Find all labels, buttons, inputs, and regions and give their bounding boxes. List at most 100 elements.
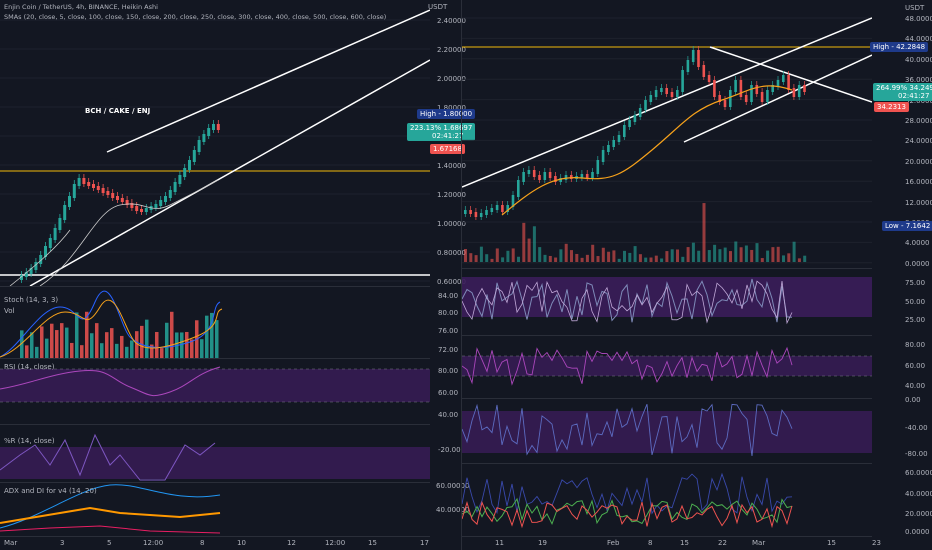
left-adx-pane[interactable]: ADX and DI for v4 (14, 20) xyxy=(0,483,430,536)
volume-bar xyxy=(686,247,690,262)
left-pane-separator-4[interactable] xyxy=(0,482,430,483)
candle-body xyxy=(140,209,143,212)
left-pane-separator-2[interactable] xyxy=(0,358,430,359)
left-pane-separator-1[interactable] xyxy=(0,286,430,287)
candle-body xyxy=(469,210,472,214)
left-indicator-title[interactable]: SMAs (20, close, 5, close, 100, close, 1… xyxy=(4,13,387,21)
candle-body xyxy=(601,150,605,162)
volume-bar xyxy=(532,226,536,262)
rsi-label[interactable]: RSI (14, close) xyxy=(4,363,55,371)
volume-bar xyxy=(803,255,807,262)
right-wr-pane[interactable] xyxy=(462,399,872,463)
volume-bar xyxy=(760,258,764,262)
volume-bar xyxy=(210,312,214,358)
volume-bar xyxy=(681,256,685,262)
right-adx-tick-2: 20.0000 xyxy=(905,510,932,518)
candle-body xyxy=(729,90,732,107)
candle-body xyxy=(771,85,774,92)
volume-bar xyxy=(50,323,54,358)
candle-body xyxy=(63,205,67,220)
candle-body xyxy=(77,178,81,186)
left-time-label-8: 15 xyxy=(368,539,377,547)
right-time-label-3: 8 xyxy=(648,539,653,547)
candle-body xyxy=(58,218,62,230)
left-adx-tick-1: 40.00000 xyxy=(436,506,470,514)
candle-body xyxy=(718,95,721,102)
right-pane-separator-2[interactable] xyxy=(462,335,872,336)
left-stoch-pane[interactable]: Stoch (14, 3, 3) Vol xyxy=(0,287,430,358)
volume-bar xyxy=(649,257,653,262)
volume-bar xyxy=(607,251,611,262)
left-wr-pane[interactable]: %R (14, close) xyxy=(0,425,430,482)
left-time-label-6: 12 xyxy=(287,539,296,547)
candle-body xyxy=(522,172,525,182)
candle-body xyxy=(713,80,716,97)
left-rsi-pane[interactable]: RSI (14, close) xyxy=(0,359,430,424)
right-price-tick-6: 24.0000 xyxy=(905,137,932,146)
candle-body xyxy=(681,70,684,92)
right-adx-tick-3: 0.0000 xyxy=(905,528,930,536)
candle-body xyxy=(101,188,105,193)
right-adx-pane[interactable] xyxy=(462,464,872,536)
right-pane-separator-4[interactable] xyxy=(462,463,872,464)
candle-body xyxy=(612,140,615,147)
volume-bar xyxy=(702,203,706,262)
candle-body xyxy=(744,95,748,102)
volume-bar xyxy=(469,253,473,262)
right-pane-separator-1[interactable] xyxy=(462,268,872,269)
right-price-tick-7: 20.0000 xyxy=(905,157,932,166)
volume-bar xyxy=(522,222,526,262)
volume-bar xyxy=(538,247,542,262)
volume-bar xyxy=(506,250,510,262)
adx-line xyxy=(0,484,221,529)
candle-body xyxy=(686,60,690,72)
wr-label[interactable]: %R (14, close) xyxy=(4,437,55,445)
candle-body xyxy=(707,75,711,82)
left-time-label-9: 17 xyxy=(420,539,429,547)
left-chart[interactable]: Enjin Coin / TetherUS, 4h, BINANCE, Heik… xyxy=(0,0,430,536)
volume-bar xyxy=(776,246,780,262)
candle-body xyxy=(527,170,531,174)
right-pane-separator-3[interactable] xyxy=(462,398,872,399)
volume-bar xyxy=(591,244,595,262)
volume-bar xyxy=(185,331,189,358)
left-symbol-title[interactable]: Enjin Coin / TetherUS, 4h, BINANCE, Heik… xyxy=(4,3,158,11)
volume-bar xyxy=(782,255,785,262)
right-low-tag: Low - 7.1642 xyxy=(882,221,932,231)
left-price-tick-3: 1.80000 xyxy=(437,104,466,112)
candle-body xyxy=(39,255,43,264)
volume-bar xyxy=(723,247,727,262)
candle-body xyxy=(48,238,52,248)
descending-trendline xyxy=(709,46,872,103)
adx-label[interactable]: ADX and DI for v4 (14, 20) xyxy=(4,487,97,495)
right-chart[interactable] xyxy=(462,0,872,268)
volume-bar xyxy=(585,254,589,262)
candle-body xyxy=(72,184,76,198)
left-price-chart[interactable] xyxy=(0,0,430,286)
volume-bar xyxy=(527,238,531,262)
right-price-tick-2: 40.0000 xyxy=(905,55,932,64)
volume-bar xyxy=(190,339,194,358)
volume-bar xyxy=(40,326,44,358)
candle-body xyxy=(116,196,119,200)
vol-label[interactable]: Vol xyxy=(4,307,15,315)
volume-bar xyxy=(135,331,139,358)
candle-body xyxy=(106,191,110,195)
stoch-label[interactable]: Stoch (14, 3, 3) xyxy=(4,296,59,304)
left-pane-separator-3[interactable] xyxy=(0,424,430,425)
left-wr-tick-0: 40.00 xyxy=(438,411,459,419)
volume-bar xyxy=(771,247,775,262)
upper-trendline xyxy=(106,9,430,153)
right-stoch-tick-0: 75.00 xyxy=(905,279,926,287)
right-stoch-pane[interactable] xyxy=(462,269,872,335)
right-rsi-pane[interactable] xyxy=(462,336,872,398)
candle-body xyxy=(596,160,600,174)
candle-body xyxy=(649,95,653,102)
candle-body xyxy=(464,210,467,214)
chart-annotation: BCH / CAKE / ENJ xyxy=(85,107,151,115)
left-time-label-0: Mar xyxy=(4,539,18,547)
charts-divider[interactable] xyxy=(461,0,462,550)
right-price-chart[interactable] xyxy=(462,0,872,268)
volume-bar xyxy=(155,331,159,358)
volume-bar xyxy=(485,254,489,262)
